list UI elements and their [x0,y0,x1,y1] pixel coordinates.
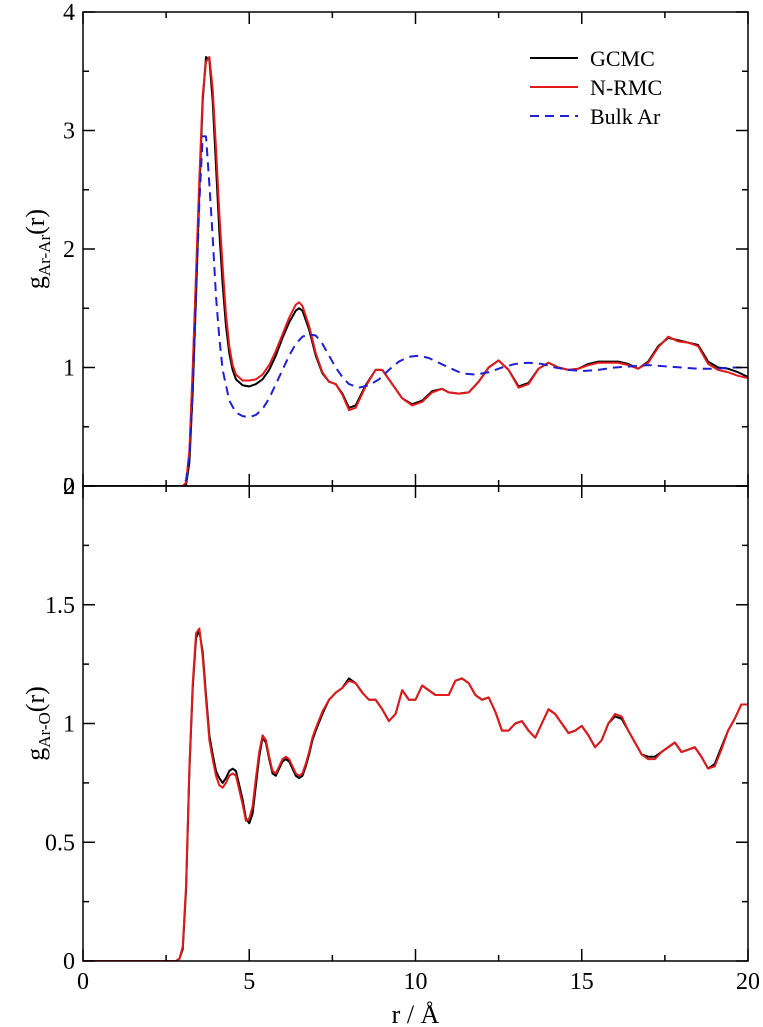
y-axis-title-base: g [21,748,50,761]
y-tick-label: 1 [63,712,75,738]
plot-frame [82,485,749,962]
y-axis-title: gAr-Ar(r) [21,209,54,289]
series-line-gcmc [83,629,748,961]
y-tick-label: 1 [63,356,75,382]
series-line-n-rmc [83,627,748,961]
y-axis-title-suffix: (r) [21,686,50,712]
y-tick-label: 3 [63,119,75,145]
y-tick-label: 2 [63,474,75,500]
y-axis-title-base: g [21,276,50,289]
legend-label: N-RMC [590,75,662,100]
x-tick-label: 5 [243,969,255,995]
legend-label: Bulk Ar [590,104,661,129]
series-line-bulk-ar [83,135,748,486]
x-axis-title: r / Å [392,1000,440,1027]
x-tick-label: 0 [77,969,89,995]
y-axis-title-suffix: (r) [21,209,50,235]
y-tick-label: 1.5 [45,593,75,619]
legend-label: GCMC [590,46,655,71]
y-tick-label: 0 [63,474,75,500]
series-line-n-rmc [83,56,748,486]
y-tick-label: 4 [63,0,75,26]
y-tick-label: 0 [63,949,75,975]
y-tick-label: 2 [63,237,75,263]
x-tick-label: 10 [404,969,428,995]
y-axis-title: gAr-O(r) [21,686,54,761]
x-tick-label: 15 [570,969,594,995]
x-tick-label: 20 [736,969,760,995]
y-axis-title-sub: Ar-Ar [35,235,54,277]
y-axis-title-sub: Ar-O [35,712,54,748]
y-tick-label: 0.5 [45,830,75,856]
legend: GCMC N-RMC Bulk Ar [530,46,662,129]
